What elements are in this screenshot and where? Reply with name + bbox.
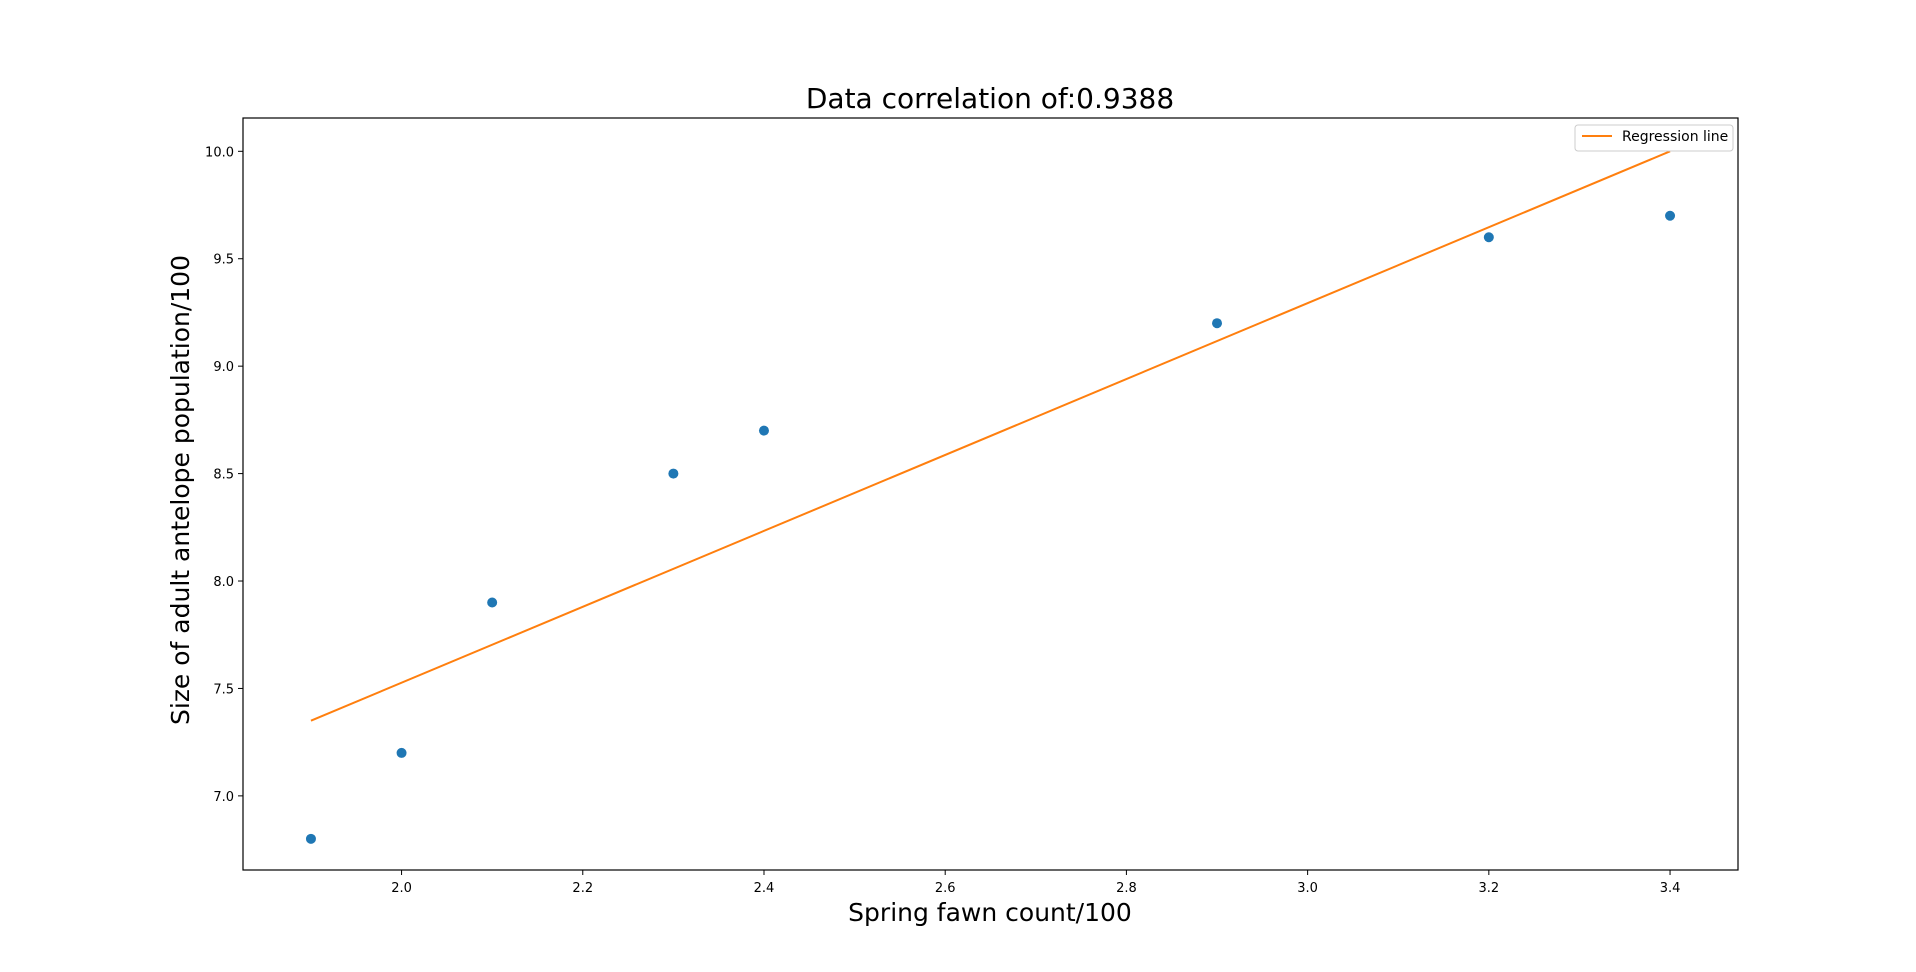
y-tick-label: 9.0: [213, 360, 234, 375]
x-tick-label: 3.4: [1660, 881, 1681, 896]
y-tick-label: 10.0: [205, 145, 234, 160]
y-axis-label: Size of adult antelope population/100: [166, 255, 195, 725]
y-tick-label: 9.5: [213, 253, 234, 268]
y-tick-label: 7.5: [213, 682, 234, 697]
data-point: [1212, 318, 1223, 329]
legend: Regression line: [1574, 124, 1734, 152]
x-tick-label: 2.0: [391, 881, 412, 896]
data-point: [1483, 232, 1494, 243]
data-point: [758, 425, 769, 436]
chart-title: Data correlation of:0.9388: [806, 82, 1174, 115]
data-point: [1665, 210, 1676, 221]
x-tick-label: 2.4: [754, 881, 775, 896]
x-axis-label: Spring fawn count/100: [848, 898, 1132, 927]
y-tick-label: 8.5: [213, 468, 234, 483]
data-point: [487, 597, 498, 608]
legend-label: Regression line: [1622, 129, 1728, 145]
y-tick-label: 8.0: [213, 575, 234, 590]
y-axis: 7.0 7.5 8.0 8.5 9.0 9.5 10.0: [205, 145, 243, 805]
plot-area: [305, 150, 1676, 844]
data-point: [305, 833, 316, 844]
x-tick-label: 2.8: [1116, 881, 1137, 896]
axes-frame: [242, 117, 1739, 871]
data-point: [668, 468, 679, 479]
x-tick-label: 3.0: [1297, 881, 1318, 896]
y-tick-label: 7.0: [213, 790, 234, 805]
data-point: [396, 747, 407, 758]
x-axis: 2.0 2.2 2.4 2.6 2.8 3.0 3.2 3.4: [391, 870, 1680, 896]
regression-line: [310, 150, 1671, 722]
x-tick-label: 2.6: [935, 881, 956, 896]
legend-box: [1574, 124, 1734, 152]
x-tick-label: 3.2: [1478, 881, 1499, 896]
x-tick-label: 2.2: [572, 881, 593, 896]
